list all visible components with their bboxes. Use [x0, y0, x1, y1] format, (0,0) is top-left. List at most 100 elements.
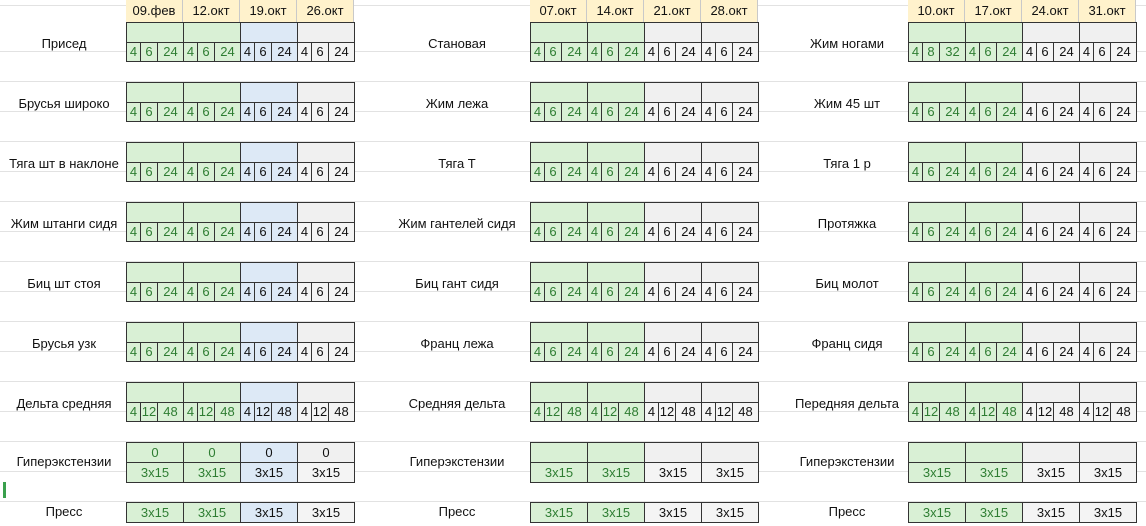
set-value-cell[interactable]: 48 — [732, 402, 759, 422]
set-value-cell[interactable]: 24 — [732, 282, 759, 302]
set-value-cell[interactable]: 12 — [140, 402, 158, 422]
exercise-name[interactable]: Жим 45 шт — [813, 96, 881, 111]
set-value-cell[interactable]: 24 — [271, 42, 298, 62]
set-value-cell[interactable]: 12 — [1036, 402, 1054, 422]
set-value-cell[interactable]: 24 — [271, 222, 298, 242]
press-sets-cell[interactable]: 3x15 — [701, 502, 759, 523]
exercise-name[interactable]: Присед — [41, 36, 87, 51]
exercise-name[interactable]: Пресс — [45, 504, 83, 519]
set-value-cell[interactable]: 6 — [658, 282, 676, 302]
exercise-name[interactable]: Биц шт стоя — [27, 276, 101, 291]
set-value-cell[interactable]: 24 — [996, 162, 1023, 182]
set-value-cell[interactable]: 24 — [1053, 222, 1080, 242]
set-value-cell[interactable]: 4 — [644, 402, 659, 422]
week-target-cell[interactable] — [183, 382, 241, 402]
week-target-cell[interactable] — [240, 322, 298, 342]
week-target-cell[interactable] — [587, 142, 645, 162]
set-value-cell[interactable]: 12 — [197, 402, 215, 422]
exercise-name[interactable]: Средняя дельта — [408, 396, 506, 411]
exercise-name[interactable]: Пресс — [438, 504, 476, 519]
set-value-cell[interactable]: 4 — [240, 222, 255, 242]
week-target-cell[interactable] — [240, 22, 298, 42]
set-value-cell[interactable]: 24 — [732, 102, 759, 122]
set-value-cell[interactable]: 6 — [1093, 222, 1111, 242]
set-value-cell[interactable]: 6 — [601, 42, 619, 62]
week-target-cell[interactable] — [965, 382, 1023, 402]
set-value-cell[interactable]: 24 — [618, 282, 645, 302]
set-value-cell[interactable]: 24 — [1110, 162, 1137, 182]
exercise-name[interactable]: Жим штанги сидя — [10, 216, 118, 231]
press-sets-cell[interactable]: 3x15 — [530, 502, 588, 523]
set-value-cell[interactable]: 24 — [1110, 282, 1137, 302]
set-value-cell[interactable]: 4 — [644, 222, 659, 242]
week-date-header[interactable]: 28.окт — [701, 0, 758, 22]
exercise-name[interactable]: Пресс — [828, 504, 866, 519]
week-target-cell[interactable] — [908, 382, 966, 402]
set-value-cell[interactable]: 6 — [601, 162, 619, 182]
set-value-cell[interactable]: 4 — [1079, 402, 1094, 422]
week-target-cell[interactable] — [587, 262, 645, 282]
press-sets-cell[interactable]: 3x15 — [297, 502, 355, 523]
week-target-cell[interactable] — [908, 262, 966, 282]
set-value-cell[interactable]: 48 — [561, 402, 588, 422]
week-target-cell[interactable] — [297, 82, 355, 102]
set-value-cell[interactable]: 48 — [271, 402, 298, 422]
set-value-cell[interactable]: 48 — [328, 402, 355, 422]
set-value-cell[interactable]: 4 — [1022, 42, 1037, 62]
week-target-cell[interactable] — [644, 22, 702, 42]
week-target-cell[interactable] — [908, 322, 966, 342]
hyper-sets-cell[interactable]: 3x15 — [965, 462, 1023, 483]
week-target-cell[interactable] — [530, 262, 588, 282]
week-target-cell[interactable] — [183, 322, 241, 342]
set-value-cell[interactable]: 4 — [701, 282, 716, 302]
week-target-cell[interactable] — [183, 82, 241, 102]
set-value-cell[interactable]: 24 — [157, 282, 184, 302]
set-value-cell[interactable]: 6 — [197, 102, 215, 122]
set-value-cell[interactable]: 4 — [1022, 222, 1037, 242]
week-target-cell[interactable] — [240, 82, 298, 102]
exercise-name[interactable]: Франц сидя — [811, 336, 883, 351]
set-value-cell[interactable]: 24 — [561, 342, 588, 362]
set-value-cell[interactable]: 48 — [1110, 402, 1137, 422]
set-value-cell[interactable]: 4 — [701, 42, 716, 62]
set-value-cell[interactable]: 6 — [1093, 282, 1111, 302]
exercise-name[interactable]: Жим ногами — [809, 36, 885, 51]
set-value-cell[interactable]: 6 — [254, 42, 272, 62]
set-value-cell[interactable]: 6 — [979, 222, 997, 242]
set-value-cell[interactable]: 4 — [587, 402, 602, 422]
set-value-cell[interactable]: 24 — [675, 162, 702, 182]
set-value-cell[interactable]: 8 — [922, 42, 940, 62]
set-value-cell[interactable]: 6 — [254, 282, 272, 302]
set-value-cell[interactable]: 24 — [675, 342, 702, 362]
week-target-cell[interactable] — [908, 142, 966, 162]
set-value-cell[interactable]: 24 — [1053, 342, 1080, 362]
set-value-cell[interactable]: 24 — [1053, 162, 1080, 182]
week-target-cell[interactable] — [908, 22, 966, 42]
set-value-cell[interactable]: 4 — [701, 162, 716, 182]
exercise-name[interactable]: Тяга Т — [438, 156, 476, 171]
set-value-cell[interactable]: 4 — [587, 342, 602, 362]
hyper-reps-cell[interactable] — [701, 442, 759, 462]
hyper-sets-cell[interactable]: 3x15 — [1022, 462, 1080, 483]
set-value-cell[interactable]: 24 — [618, 222, 645, 242]
set-value-cell[interactable]: 24 — [939, 222, 966, 242]
week-target-cell[interactable] — [297, 382, 355, 402]
set-value-cell[interactable]: 4 — [530, 42, 545, 62]
week-target-cell[interactable] — [1079, 22, 1137, 42]
set-value-cell[interactable]: 6 — [1036, 162, 1054, 182]
week-target-cell[interactable] — [587, 322, 645, 342]
week-date-header[interactable]: 17.окт — [965, 0, 1022, 22]
set-value-cell[interactable]: 24 — [157, 162, 184, 182]
set-value-cell[interactable]: 24 — [328, 222, 355, 242]
week-target-cell[interactable] — [701, 82, 759, 102]
week-target-cell[interactable] — [644, 202, 702, 222]
set-value-cell[interactable]: 6 — [658, 42, 676, 62]
set-value-cell[interactable]: 4 — [530, 402, 545, 422]
set-value-cell[interactable]: 24 — [675, 42, 702, 62]
set-value-cell[interactable]: 6 — [658, 342, 676, 362]
week-target-cell[interactable] — [297, 22, 355, 42]
set-value-cell[interactable]: 4 — [183, 42, 198, 62]
press-sets-cell[interactable]: 3x15 — [1079, 502, 1137, 523]
week-target-cell[interactable] — [965, 322, 1023, 342]
set-value-cell[interactable]: 6 — [658, 102, 676, 122]
